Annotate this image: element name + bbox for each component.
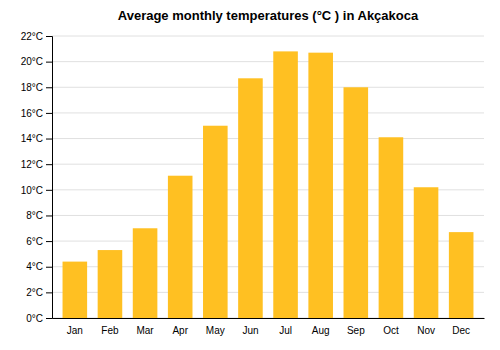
y-tick: 10°C: [21, 185, 52, 196]
bar: [98, 250, 123, 318]
y-tick: 22°C: [21, 31, 52, 42]
bar: [133, 228, 158, 318]
y-tick-label: 12°C: [21, 159, 43, 170]
x-tick-label: Dec: [452, 325, 470, 336]
y-tick-label: 18°C: [21, 82, 43, 93]
bar: [203, 126, 228, 318]
x-tick-label: Nov: [417, 325, 435, 336]
y-tick: 6°C: [26, 236, 52, 247]
x-tick-label: Apr: [172, 325, 188, 336]
grid: [52, 36, 484, 318]
x-tick-label: Mar: [136, 325, 154, 336]
y-tick: 8°C: [26, 210, 52, 221]
bar: [379, 137, 404, 318]
x-tick-label: Jun: [242, 325, 258, 336]
chart-container: 0°C 2°C 4°C 6°C 8°C 10°C 12°C 14°C 16°C 18°C 20°C 2…: [0, 0, 500, 350]
y-tick-label: 10°C: [21, 185, 43, 196]
grid-line: [52, 87, 484, 88]
x-tick: Nov: [417, 325, 435, 336]
x-tick: Jun: [242, 325, 258, 336]
bar: [449, 232, 474, 318]
y-tick-label: 16°C: [21, 108, 43, 119]
bar: [273, 51, 298, 318]
x-tick-label: Sep: [347, 325, 365, 336]
y-tick: 4°C: [26, 261, 52, 272]
x-tick-label: Oct: [383, 325, 399, 336]
y-tick-mark: [46, 292, 52, 293]
x-tick-label: Jan: [67, 325, 83, 336]
y-tick-label: 14°C: [21, 133, 43, 144]
x-tick: Feb: [101, 325, 119, 336]
bars: [63, 51, 474, 318]
y-tick: 14°C: [21, 133, 52, 144]
chart-svg: 0°C 2°C 4°C 6°C 8°C 10°C 12°C 14°C 16°C 18°C 20°C 2…: [0, 0, 500, 350]
title: Average monthly temperatures (°C ) in Ak…: [118, 8, 419, 23]
y-tick-label: 22°C: [21, 31, 43, 42]
x-tick: Apr: [172, 325, 188, 336]
y-tick-label: 6°C: [26, 236, 43, 247]
x-axis: Jan Feb Mar Apr May Jun Jul Aug Sep Oct Nov Dec: [53, 319, 485, 337]
y-tick-mark: [46, 267, 52, 268]
y-tick: 16°C: [21, 108, 52, 119]
grid-line: [52, 36, 484, 37]
x-tick: Sep: [347, 325, 365, 336]
y-tick: 2°C: [26, 287, 52, 298]
x-tick: Aug: [312, 325, 330, 336]
y-tick-mark: [46, 164, 52, 165]
bar: [414, 187, 439, 318]
y-tick-mark: [46, 87, 52, 88]
y-axis-line: [46, 37, 53, 319]
y-tick-mark: [46, 215, 52, 216]
x-tick: May: [206, 325, 225, 336]
x-tick: Dec: [452, 325, 470, 336]
y-tick-mark: [46, 113, 52, 114]
grid-line: [52, 164, 484, 165]
y-axis: 0°C 2°C 4°C 6°C 8°C 10°C 12°C 14°C 16°C 18°C 20°C 2…: [21, 31, 53, 324]
grid-line: [52, 112, 484, 113]
y-tick-mark: [46, 318, 52, 319]
y-tick: 12°C: [21, 159, 52, 170]
y-tick-label: 8°C: [26, 210, 43, 221]
bar: [344, 87, 369, 318]
x-tick: Jan: [67, 325, 83, 336]
x-axis-line: [53, 318, 485, 319]
y-tick-mark: [46, 139, 52, 140]
y-tick-mark: [46, 62, 52, 63]
plot: 0°C 2°C 4°C 6°C 8°C 10°C 12°C 14°C 16°C 18°C 20°C 2…: [21, 31, 485, 336]
bar: [63, 262, 88, 318]
y-tick-label: 4°C: [26, 261, 43, 272]
y-tick-label: 0°C: [26, 313, 43, 324]
bar: [308, 53, 333, 318]
y-tick: 0°C: [26, 313, 52, 324]
y-tick-label: 2°C: [26, 287, 43, 298]
bar: [168, 176, 193, 318]
x-tick-label: May: [206, 325, 225, 336]
y-tick: 20°C: [21, 56, 52, 67]
grid-line: [52, 61, 484, 62]
x-tick: Oct: [383, 325, 399, 336]
y-tick-label: 20°C: [21, 56, 43, 67]
x-tick-label: Jul: [279, 325, 292, 336]
y-tick: 18°C: [21, 82, 52, 93]
grid-line: [52, 138, 484, 139]
bar: [238, 78, 263, 318]
y-tick-mark: [46, 190, 52, 191]
x-tick-label: Feb: [101, 325, 119, 336]
x-tick: Mar: [136, 325, 154, 336]
x-tick-label: Aug: [312, 325, 330, 336]
y-tick-mark: [46, 36, 52, 37]
x-tick: Jul: [279, 325, 292, 336]
y-tick-mark: [46, 241, 52, 242]
